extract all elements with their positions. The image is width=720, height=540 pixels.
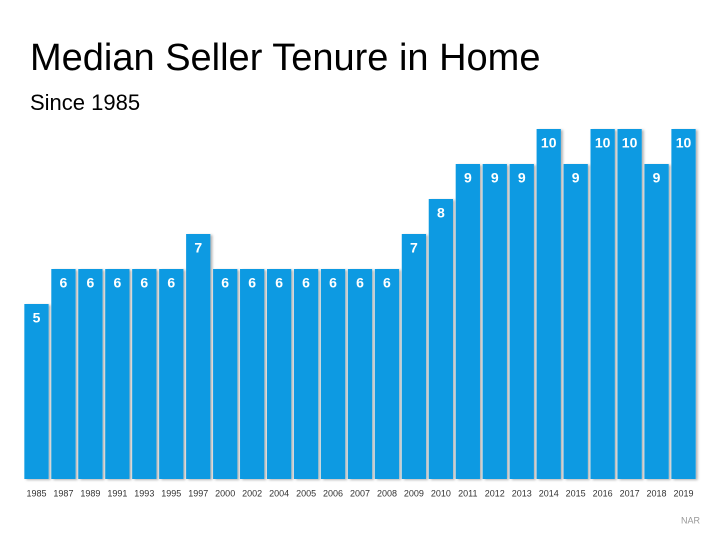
- bar: [509, 164, 534, 479]
- bar: [51, 269, 76, 479]
- bar: [617, 129, 642, 479]
- value-label: 6: [87, 275, 95, 291]
- value-label: 6: [275, 275, 283, 291]
- bar: [455, 164, 480, 479]
- x-tick-label: 1995: [161, 488, 181, 498]
- x-tick-label: 2006: [323, 488, 343, 498]
- value-label: 9: [464, 170, 472, 186]
- value-label: 7: [194, 240, 202, 256]
- bar: [24, 304, 49, 479]
- x-tick-label: 2002: [242, 488, 262, 498]
- value-label: 6: [329, 275, 337, 291]
- bar: [644, 164, 669, 479]
- value-label: 9: [653, 170, 661, 186]
- value-label: 9: [572, 170, 580, 186]
- x-tick-label: 2017: [620, 488, 640, 498]
- value-label: 10: [622, 135, 638, 151]
- value-label: 6: [383, 275, 391, 291]
- value-label: 7: [410, 240, 418, 256]
- x-tick-label: 2005: [296, 488, 316, 498]
- x-tick-label: 2013: [512, 488, 532, 498]
- value-label: 9: [491, 170, 499, 186]
- bar: [374, 269, 400, 479]
- x-tick-label: 2016: [593, 488, 613, 498]
- chart-title: Median Seller Tenure in Home: [30, 37, 540, 79]
- x-tick-label: 2012: [485, 488, 505, 498]
- value-label: 6: [302, 275, 310, 291]
- bar: [159, 269, 184, 479]
- x-tick-label: 2015: [566, 488, 586, 498]
- x-tick-label: 1993: [134, 488, 154, 498]
- x-tick-label: 1991: [107, 488, 127, 498]
- bar: [428, 199, 454, 479]
- x-tick-label: 2009: [404, 488, 424, 498]
- bar: [347, 269, 373, 479]
- bar: [105, 269, 130, 479]
- source: NAR: [681, 515, 701, 525]
- value-label: 6: [167, 275, 175, 291]
- bar: [78, 269, 103, 479]
- bar: [320, 269, 346, 479]
- value-label: 9: [518, 170, 526, 186]
- value-label: 10: [676, 135, 692, 151]
- x-tick-label: 1989: [80, 488, 100, 498]
- x-tick-label: 2014: [539, 488, 559, 498]
- value-label: 8: [437, 205, 445, 221]
- value-label: 10: [541, 135, 557, 151]
- x-tick-label: 2004: [269, 488, 289, 498]
- bar: [590, 129, 615, 479]
- bar: [132, 269, 157, 479]
- bar: [482, 164, 507, 479]
- value-label: 6: [60, 275, 68, 291]
- x-tick-label: 1997: [188, 488, 208, 498]
- value-label: 5: [33, 310, 41, 326]
- value-label: 6: [113, 275, 121, 291]
- x-tick-label: 2011: [458, 488, 477, 498]
- x-tick-label: 2018: [647, 488, 667, 498]
- bar: [240, 269, 265, 479]
- value-label: 6: [356, 275, 364, 291]
- chart-subtitle: Since 1985: [30, 90, 140, 115]
- x-tick-label: 1987: [53, 488, 73, 498]
- bar: [563, 164, 588, 479]
- x-tick-label: 2007: [350, 488, 370, 498]
- value-label: 6: [140, 275, 148, 291]
- value-label: 6: [248, 275, 256, 291]
- bar: [401, 234, 427, 479]
- bar: [293, 269, 319, 479]
- x-tick-label: 1985: [26, 488, 46, 498]
- x-tick-label: 2019: [674, 488, 694, 498]
- bar: [266, 269, 292, 479]
- value-label: 6: [221, 275, 229, 291]
- bar: [671, 129, 696, 479]
- x-tick-label: 2000: [215, 488, 235, 498]
- x-tick-label: 2008: [377, 488, 397, 498]
- x-tick-label: 2010: [431, 488, 451, 498]
- value-label: 10: [595, 135, 611, 151]
- bar: [536, 129, 561, 479]
- bar: [213, 269, 238, 479]
- bar: [186, 234, 211, 479]
